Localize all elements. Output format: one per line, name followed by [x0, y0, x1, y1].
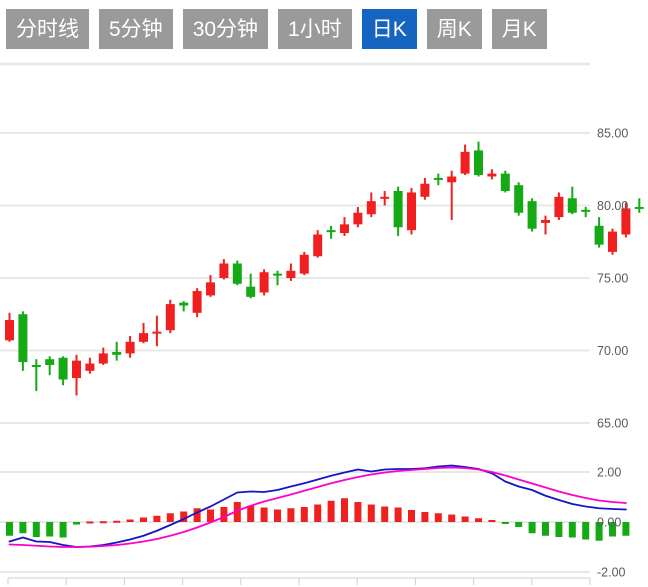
price-panel-candles — [5, 141, 644, 396]
tab-h1[interactable]: 1小时 — [278, 9, 352, 49]
candlestick-macd-svg[interactable]: 85.00 80.00 75.00 70.00 65.00 2.00 0.00 -2.00 — [0, 52, 648, 587]
macd-dif-line — [8, 464, 627, 548]
macd-dea-line — [8, 466, 627, 548]
tab-m5[interactable]: 5分钟 — [99, 9, 173, 49]
macd-axis-labels: 2.00 0.00 -2.00 — [597, 466, 626, 580]
macd-tick-label: 2.00 — [597, 466, 621, 480]
tab-label: 5分钟 — [109, 17, 163, 41]
tab-weekk[interactable]: 周K — [426, 9, 482, 49]
macd-tick-label: 0.00 — [597, 516, 621, 530]
price-tick-label: 85.00 — [597, 127, 628, 141]
tab-label: 周K — [436, 17, 472, 41]
tab-label: 1小时 — [288, 17, 342, 41]
tab-label: 月K — [501, 17, 537, 41]
tab-m30[interactable]: 30分钟 — [182, 9, 269, 49]
x-axis-ticks — [7, 577, 591, 585]
price-tick-label: 80.00 — [597, 199, 628, 213]
price-tick-label: 65.00 — [597, 417, 628, 431]
price-tick-label: 75.00 — [597, 272, 628, 286]
tab-dayk[interactable]: 日K — [361, 9, 417, 49]
macd-tick-label: -2.00 — [597, 566, 626, 580]
tab-label: 30分钟 — [192, 17, 259, 41]
price-panel-grid — [0, 62, 590, 424]
dea-polyline — [8, 466, 627, 548]
macd-histogram — [6, 498, 630, 541]
tab-monthk[interactable]: 月K — [491, 9, 547, 49]
tab-label: 日K — [371, 17, 407, 41]
price-axis-labels: 85.00 80.00 75.00 70.00 65.00 — [597, 127, 628, 431]
period-tab-bar: 分时线 5分钟 30分钟 1小时 日K 周K 月K — [0, 0, 648, 52]
tab-timeline[interactable]: 分时线 — [6, 9, 89, 49]
tab-label: 分时线 — [16, 17, 79, 41]
price-tick-label: 70.00 — [597, 344, 628, 358]
dif-polyline — [8, 464, 627, 548]
chart-area: 85.00 80.00 75.00 70.00 65.00 2.00 0.00 -2.00 — [0, 52, 648, 587]
